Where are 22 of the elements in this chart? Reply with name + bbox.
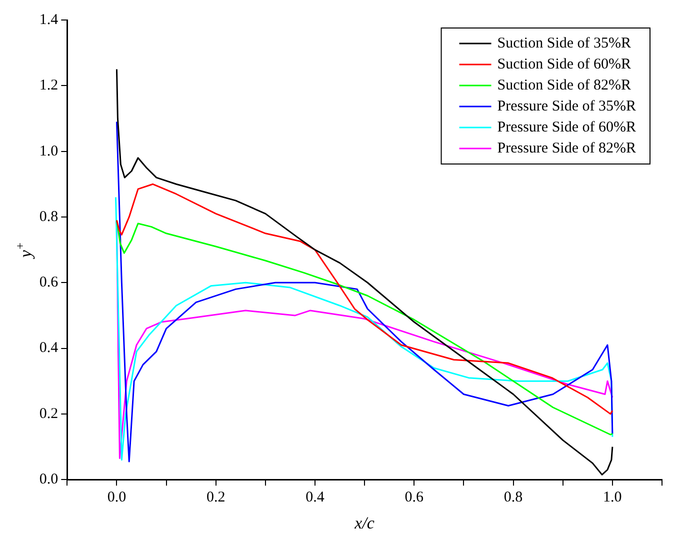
y-tick-label: 0.6 — [39, 274, 59, 291]
y-tick-label: 1.4 — [39, 12, 59, 28]
legend-label: Pressure Side of 35%R — [497, 98, 636, 114]
legend-label: Pressure Side of 82%R — [497, 140, 636, 156]
legend-label: Pressure Side of 60%R — [497, 119, 636, 136]
x-axis-title: x/c — [354, 513, 375, 532]
y-tick-label: 0.0 — [39, 472, 58, 488]
y-tick-label: 0.2 — [39, 406, 58, 422]
x-tick-label: 0.0 — [107, 490, 126, 506]
x-tick-label: 1.0 — [603, 490, 622, 506]
x-tick-label: 0.8 — [504, 490, 523, 506]
x-tick-label: 0.4 — [306, 490, 325, 506]
y-tick-label: 1.0 — [39, 143, 58, 160]
legend-label: Suction Side of 35%R — [497, 35, 632, 52]
x-tick-label: 0.2 — [206, 490, 226, 506]
legend-label: Suction Side of 82%R — [497, 77, 632, 94]
y-axis-title: y+ — [13, 242, 35, 260]
x-tick-label: 0.6 — [404, 490, 424, 506]
legend-label: Suction Side of 60%R — [497, 56, 632, 72]
y-tick-label: 0.4 — [39, 340, 59, 356]
y-tick-label: 1.2 — [39, 78, 58, 94]
y-tick-label: 0.8 — [39, 208, 58, 225]
